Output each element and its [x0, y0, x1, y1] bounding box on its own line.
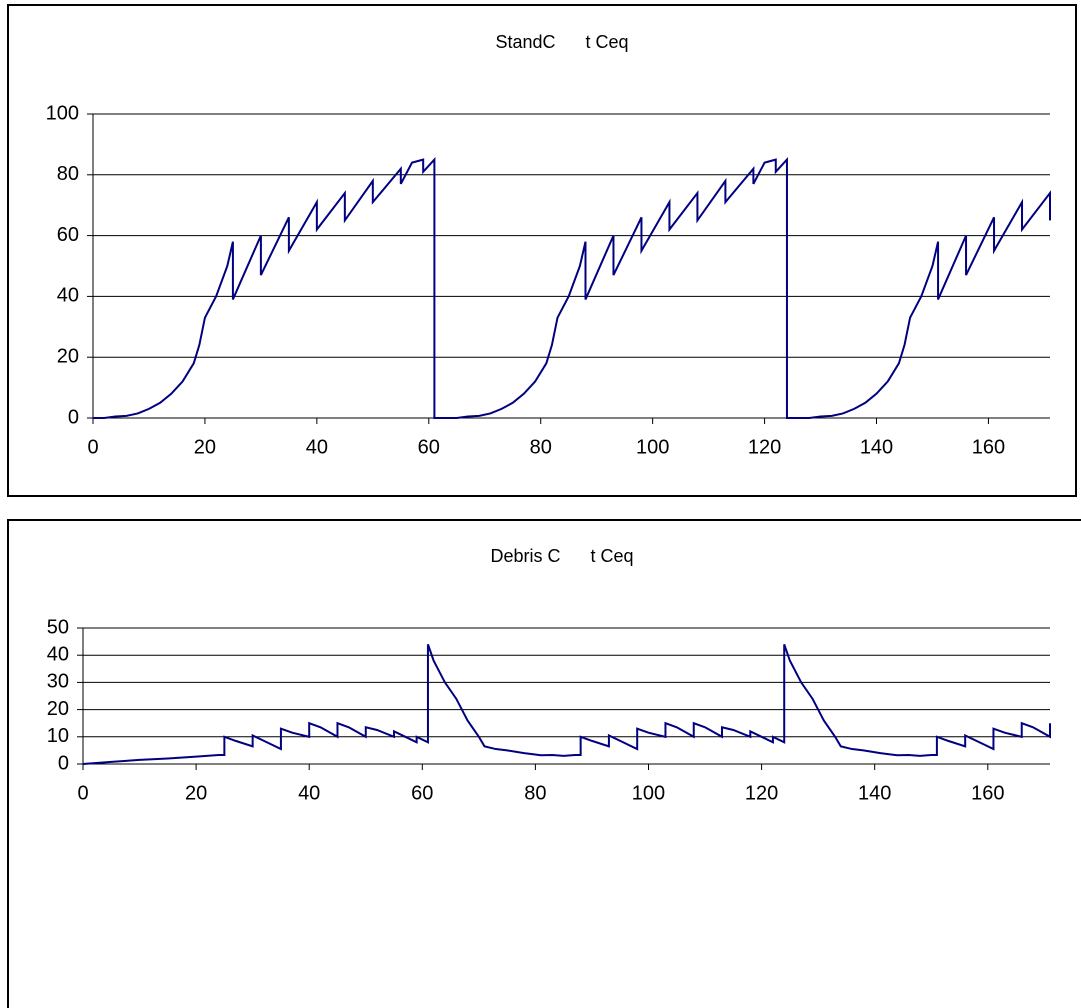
- data-line: [82, 643, 1051, 765]
- x-tick-label: 80: [524, 782, 546, 804]
- y-tick-label: 20: [57, 345, 79, 367]
- y-tick-label: 40: [57, 285, 79, 307]
- y-tick-label: 100: [46, 102, 79, 124]
- x-tick-label: 80: [530, 436, 552, 458]
- y-tick-label: 40: [47, 643, 69, 665]
- x-tick-label: 40: [306, 436, 328, 458]
- y-tick-label: 60: [57, 224, 79, 246]
- x-tick-label: 160: [971, 782, 1004, 804]
- chart-title: Debris C t Ceq: [490, 546, 633, 566]
- y-tick-label: 10: [47, 725, 69, 747]
- x-tick-label: 0: [77, 782, 88, 804]
- y-tick-label: 80: [57, 163, 79, 185]
- y-tick-label: 0: [68, 406, 79, 428]
- y-tick-label: 0: [58, 752, 69, 774]
- data-line: [93, 157, 1051, 419]
- x-tick-label: 100: [636, 436, 669, 458]
- y-tick-label: 30: [47, 671, 69, 693]
- x-tick-label: 140: [858, 782, 891, 804]
- x-tick-label: 120: [745, 782, 778, 804]
- x-tick-label: 100: [632, 782, 665, 804]
- x-tick-label: 60: [411, 782, 433, 804]
- x-tick-label: 140: [860, 436, 893, 458]
- x-tick-label: 0: [87, 436, 98, 458]
- x-tick-label: 20: [194, 436, 216, 458]
- y-tick-label: 20: [47, 698, 69, 720]
- x-tick-label: 40: [298, 782, 320, 804]
- x-tick-label: 120: [748, 436, 781, 458]
- y-tick-label: 50: [47, 616, 69, 638]
- chart-frame: [7, 4, 1077, 497]
- x-tick-label: 60: [418, 436, 440, 458]
- x-tick-label: 20: [185, 782, 207, 804]
- chart-title: StandC t Ceq: [495, 32, 628, 52]
- x-tick-label: 160: [972, 436, 1005, 458]
